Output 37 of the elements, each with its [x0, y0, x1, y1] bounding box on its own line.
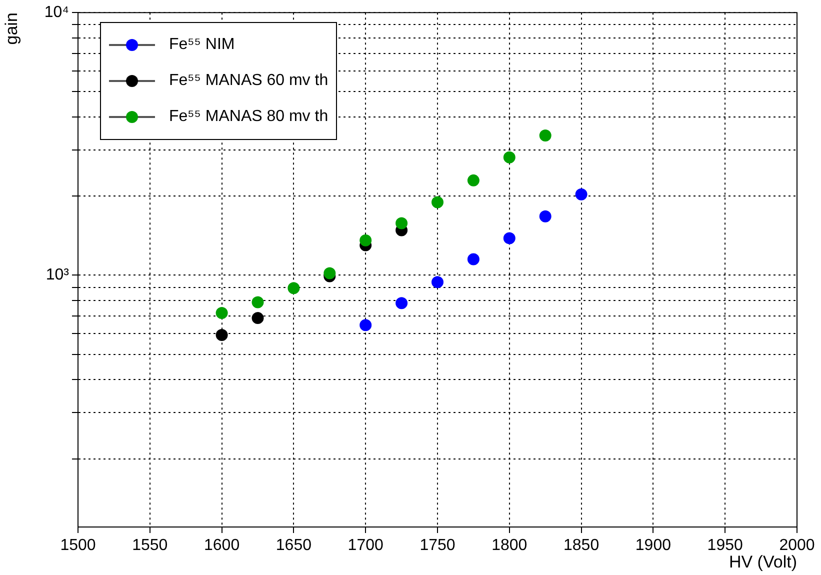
- x-tick-label: 1500: [60, 537, 96, 554]
- point: [396, 297, 408, 310]
- x-tick-label: 2000: [779, 537, 815, 554]
- point: [396, 217, 408, 230]
- point: [360, 319, 372, 332]
- point: [360, 234, 372, 246]
- point: [539, 130, 552, 142]
- legend-label: Fe⁵⁵ MANAS 80 mv th: [169, 108, 328, 126]
- y-tick-label: 10³: [46, 266, 70, 284]
- point: [467, 253, 480, 266]
- x-tick-label: 1850: [564, 537, 600, 554]
- x-tick-label: 1650: [276, 537, 312, 554]
- y-axis-title: gain: [2, 12, 21, 45]
- point: [539, 210, 552, 222]
- x-tick-label: 1600: [204, 537, 240, 554]
- point: [324, 267, 336, 280]
- point: [467, 174, 480, 186]
- y-tick-label: 10⁴: [44, 4, 70, 22]
- x-tick-label: 1900: [635, 537, 672, 554]
- x-tick-label: 1550: [132, 537, 168, 554]
- point: [575, 188, 588, 200]
- x-axis-title: HV (Volt): [728, 552, 797, 572]
- point: [252, 296, 264, 308]
- point: [288, 282, 300, 294]
- point: [432, 196, 444, 208]
- x-tick-label: 1700: [348, 537, 384, 554]
- legend-label: Fe⁵⁵ MANAS 60 mv th: [169, 72, 328, 90]
- x-tick-label: 1750: [420, 537, 456, 554]
- point: [432, 276, 444, 288]
- x-tick-label: 1950: [707, 537, 743, 554]
- point: [503, 151, 516, 164]
- legend-label: Fe⁵⁵ NIM: [169, 36, 235, 54]
- point: [216, 307, 228, 320]
- point: [503, 232, 516, 244]
- x-tick-label: 1800: [492, 537, 528, 554]
- point: [252, 312, 264, 324]
- point: [216, 329, 228, 342]
